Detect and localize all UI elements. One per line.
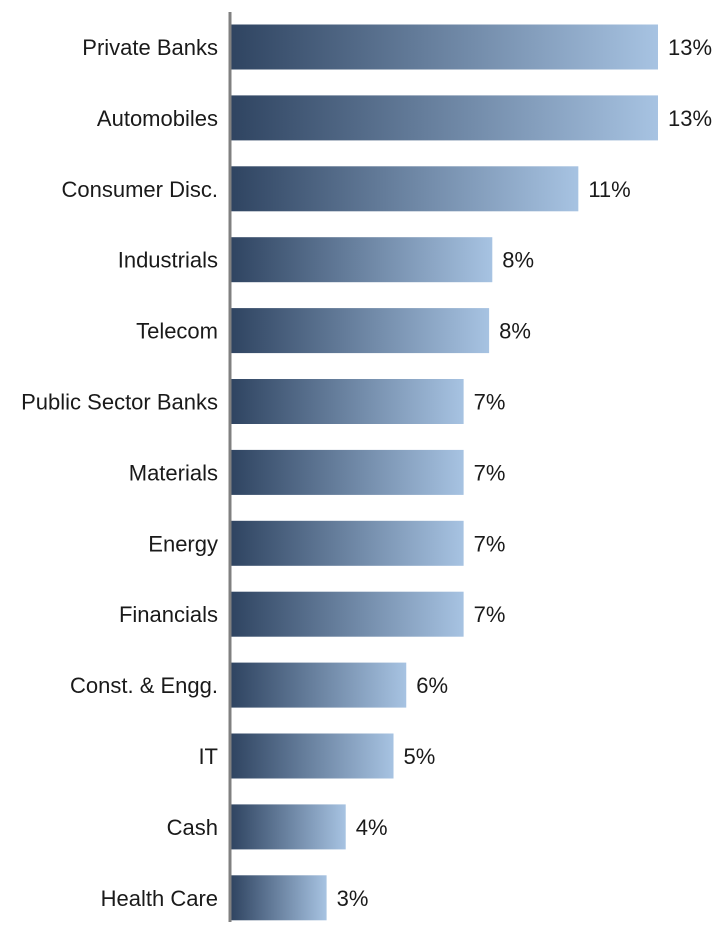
bar-consumer-disc: [231, 166, 579, 212]
value-label: 6%: [416, 673, 448, 698]
value-label: 5%: [404, 744, 436, 769]
value-label: 13%: [668, 106, 712, 131]
value-label: 8%: [499, 319, 531, 344]
bar-it: [231, 733, 394, 779]
bar-materials: [231, 449, 464, 495]
category-label: Automobiles: [97, 106, 218, 131]
value-label: 7%: [474, 390, 506, 415]
category-label: Materials: [129, 460, 218, 485]
category-label: Public Sector Banks: [21, 390, 218, 415]
category-label: Energy: [148, 531, 218, 556]
value-label: 13%: [668, 35, 712, 60]
bar-financials: [231, 591, 464, 637]
category-label: Financials: [119, 602, 218, 627]
bar-telecom: [231, 308, 490, 354]
value-label: 4%: [356, 815, 388, 840]
bar-private-banks: [231, 24, 658, 70]
bar-automobiles: [231, 95, 658, 141]
value-label: 11%: [588, 177, 630, 202]
value-label: 7%: [474, 460, 506, 485]
bar-energy: [231, 520, 464, 566]
category-label: Consumer Disc.: [62, 177, 218, 202]
bar-public-sector-banks: [231, 379, 464, 424]
bar-cash: [231, 804, 346, 850]
bar-const-engg: [231, 662, 407, 708]
category-label: Telecom: [136, 319, 218, 344]
category-label: Private Banks: [82, 35, 218, 60]
bar-industrials: [231, 237, 493, 283]
category-label: Industrials: [118, 248, 218, 273]
value-label: 8%: [502, 248, 534, 273]
bars-group: Private Banks 13% Automobiles 13% Consumer D…: [21, 24, 712, 921]
category-label: Const. & Engg.: [70, 673, 218, 698]
category-label: Cash: [167, 815, 218, 840]
bar-health-care: [231, 875, 327, 921]
value-label: 3%: [337, 886, 369, 911]
category-label: IT: [198, 744, 218, 769]
category-label: Health Care: [101, 886, 218, 911]
value-label: 7%: [474, 602, 506, 627]
value-label: 7%: [474, 531, 506, 556]
